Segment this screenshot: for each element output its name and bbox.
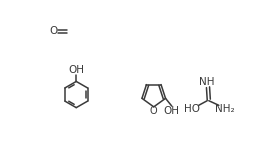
Text: O: O	[50, 26, 58, 36]
Text: OH: OH	[163, 106, 179, 116]
Text: NH: NH	[199, 77, 214, 87]
Text: OH: OH	[68, 65, 84, 75]
Text: NH₂: NH₂	[215, 104, 235, 114]
Text: HO: HO	[185, 104, 200, 114]
Text: O: O	[150, 106, 158, 116]
